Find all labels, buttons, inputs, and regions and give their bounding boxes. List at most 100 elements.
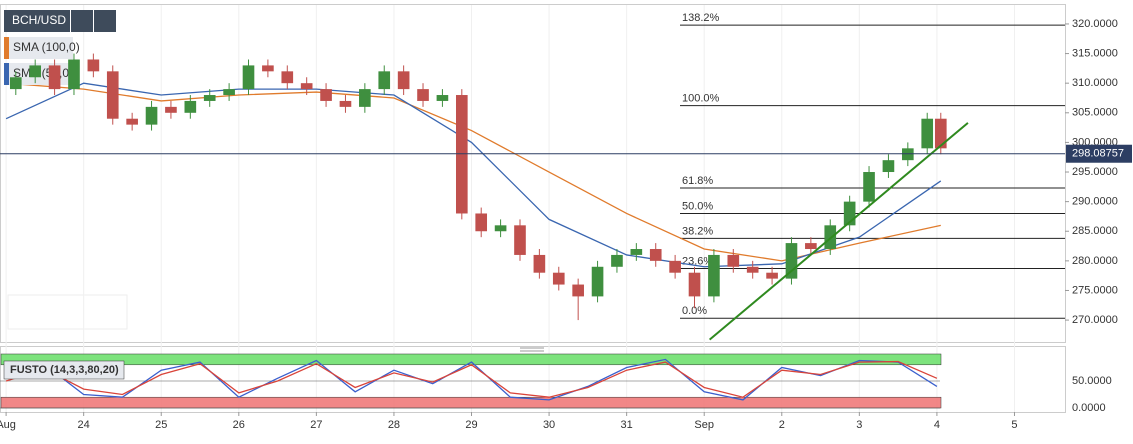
osc-title: FUSTO (14,3,3,80,20) bbox=[10, 364, 119, 376]
x-tick-label: Aug bbox=[0, 419, 16, 431]
candle-body bbox=[630, 249, 643, 255]
y-tick-label: 295.0000 bbox=[1072, 166, 1118, 178]
candle-body bbox=[843, 201, 856, 226]
x-tick-label: 31 bbox=[621, 419, 633, 431]
y-tick-label: 320.0000 bbox=[1072, 18, 1118, 30]
osc-title-box bbox=[3, 360, 125, 380]
candle-body bbox=[87, 59, 100, 72]
candle-body bbox=[669, 260, 681, 273]
y-tick-label: 275.0000 bbox=[1072, 284, 1118, 296]
candle-body bbox=[455, 95, 468, 214]
x-tick-label: 5 bbox=[1011, 419, 1017, 431]
candle-body bbox=[9, 77, 22, 90]
legend-label: SMA (50,0) bbox=[13, 66, 73, 80]
fib-label: 100.0% bbox=[682, 93, 720, 105]
candle-body bbox=[727, 254, 740, 267]
candle-body bbox=[184, 100, 197, 113]
x-tick-label: Sep bbox=[694, 419, 714, 431]
band bbox=[0, 353, 942, 366]
candle-body bbox=[281, 71, 294, 84]
candle-body bbox=[688, 272, 701, 297]
candle-body bbox=[863, 172, 875, 202]
candle-body bbox=[106, 71, 119, 119]
refresh-button[interactable] bbox=[71, 10, 93, 32]
osc-line bbox=[5, 358, 938, 401]
fib-label: 50.0% bbox=[682, 200, 713, 212]
candle-body bbox=[611, 254, 623, 267]
candle-body bbox=[805, 243, 817, 250]
fib-label: 0.0% bbox=[682, 305, 707, 317]
candle-body bbox=[300, 83, 313, 90]
candle-body bbox=[397, 71, 410, 90]
candle-body bbox=[494, 225, 507, 232]
candle-body bbox=[359, 89, 371, 107]
trendline bbox=[708, 122, 969, 341]
x-tick-label: 24 bbox=[78, 419, 90, 431]
sma-line bbox=[6, 82, 941, 262]
osc-panel bbox=[0, 346, 1066, 413]
candle-body bbox=[29, 65, 42, 78]
y-tick-label: 315.0000 bbox=[1072, 47, 1118, 59]
candle-body bbox=[126, 118, 138, 125]
candle-body bbox=[746, 266, 759, 273]
last-price-box bbox=[1066, 144, 1132, 163]
candle-body bbox=[475, 213, 488, 232]
candle-body bbox=[417, 89, 429, 101]
y-tick-label: 270.0000 bbox=[1072, 314, 1118, 326]
candle-body bbox=[378, 71, 391, 90]
legend-swatch bbox=[4, 37, 9, 59]
y-tick-label: 310.0000 bbox=[1072, 77, 1118, 89]
y-tick-label: 280.0000 bbox=[1072, 255, 1118, 267]
candle-body bbox=[708, 254, 720, 297]
candle-body bbox=[48, 65, 61, 90]
legend: BCH/USD bbox=[4, 10, 116, 32]
candle-body bbox=[223, 89, 235, 96]
sma-line bbox=[5, 82, 942, 268]
legend-label: SMA (100,0) bbox=[13, 40, 80, 54]
candle-body bbox=[552, 272, 565, 285]
y-tick-label: 0.0000 bbox=[1072, 402, 1106, 414]
candle-body bbox=[902, 148, 914, 161]
candle-body bbox=[203, 95, 216, 101]
legend-swatch bbox=[4, 63, 9, 85]
candle-body bbox=[934, 118, 947, 149]
symbol-box[interactable] bbox=[4, 10, 70, 32]
settings-button[interactable] bbox=[94, 10, 116, 32]
x-tick-label: 3 bbox=[856, 419, 862, 431]
candle-body bbox=[242, 65, 255, 90]
x-tick-label: 30 bbox=[543, 419, 555, 431]
candle-body bbox=[436, 95, 449, 101]
x-tick-label: 28 bbox=[388, 419, 400, 431]
band bbox=[0, 396, 942, 409]
y-tick-label: 50.0000 bbox=[1072, 375, 1112, 387]
y-tick-label: 285.0000 bbox=[1072, 225, 1118, 237]
y-tick-label: 290.0000 bbox=[1072, 196, 1118, 208]
x-tick-label: 26 bbox=[233, 419, 245, 431]
candle-body bbox=[533, 254, 546, 273]
fib-label: 38.2% bbox=[682, 225, 713, 237]
osc-line bbox=[5, 360, 938, 398]
candle-body bbox=[514, 225, 526, 255]
last-price-label: 298.08757 bbox=[1072, 148, 1124, 160]
x-tick-label: 25 bbox=[155, 419, 167, 431]
x-tick-label: 27 bbox=[310, 419, 322, 431]
candle-body bbox=[591, 266, 604, 297]
x-tick-label: 4 bbox=[934, 419, 940, 431]
legend-box bbox=[9, 37, 73, 59]
fib-label: 61.8% bbox=[682, 175, 713, 187]
candle-body bbox=[262, 65, 274, 72]
candle-body bbox=[882, 160, 895, 173]
candle-body bbox=[320, 89, 332, 101]
candle-body bbox=[785, 243, 798, 279]
candle-body bbox=[68, 59, 80, 90]
fib-label: 138.2% bbox=[682, 12, 720, 24]
candle-body bbox=[145, 106, 158, 125]
symbol: BCH/USD bbox=[12, 13, 66, 27]
candle-body bbox=[339, 100, 352, 107]
x-tick-label: 29 bbox=[465, 419, 477, 431]
blank-box bbox=[7, 294, 128, 330]
candle-body bbox=[165, 106, 177, 113]
main-panel bbox=[0, 4, 1066, 343]
